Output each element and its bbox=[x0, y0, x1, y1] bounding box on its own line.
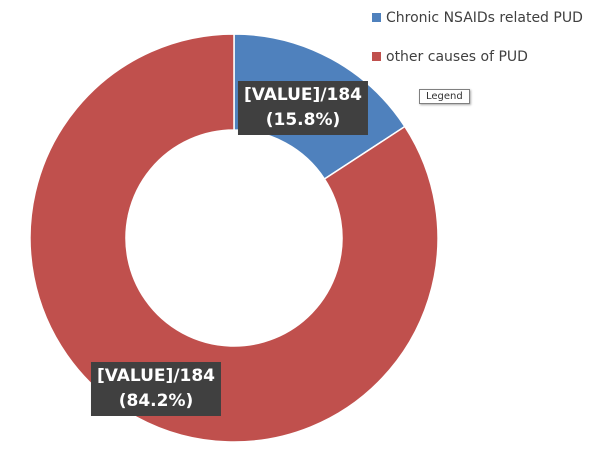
legend-item: other causes of PUD bbox=[372, 49, 528, 65]
data-label: [VALUE]/184 (84.2%) bbox=[90, 362, 222, 416]
data-label: [VALUE]/184 (15.8%) bbox=[237, 81, 369, 135]
legend-item: Chronic NSAIDs related PUD bbox=[372, 10, 583, 26]
legend-swatch bbox=[372, 13, 381, 22]
legend-label: other causes of PUD bbox=[386, 49, 528, 65]
legend-swatch bbox=[372, 52, 381, 61]
donut-slice bbox=[29, 33, 439, 443]
legend-tooltip: Legend bbox=[419, 89, 470, 104]
legend-label: Chronic NSAIDs related PUD bbox=[386, 10, 583, 26]
